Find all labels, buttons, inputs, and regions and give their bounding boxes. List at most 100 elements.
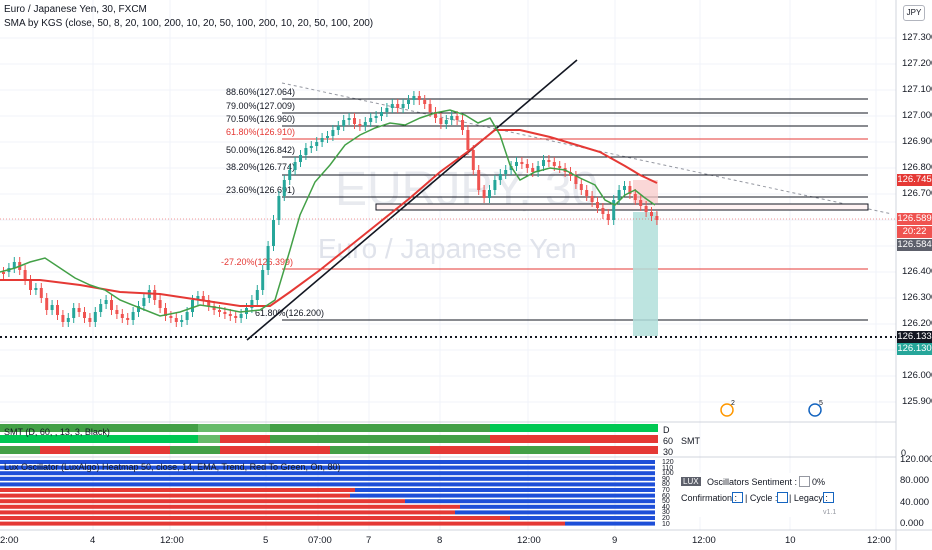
- candle-body: [131, 312, 135, 320]
- candle-body: [369, 118, 373, 122]
- candle-body: [282, 180, 286, 196]
- price-axis-label: 126.700: [902, 188, 932, 199]
- fib-label: 50.00%(126.842): [226, 145, 295, 155]
- price-axis-label: 127.100: [902, 84, 932, 95]
- price-axis-label: 126.000: [902, 370, 932, 381]
- oscillator-axis-label: 120.000: [900, 454, 932, 465]
- candle-body: [2, 272, 5, 274]
- candle-body: [596, 202, 599, 208]
- tag-sma-price: 126.745: [897, 174, 932, 186]
- heatmap-cell: [0, 493, 350, 498]
- candle-body: [617, 190, 621, 200]
- tag-level-price: 126.133: [897, 331, 932, 343]
- heatmap-cell: [140, 460, 655, 464]
- candle-body: [612, 200, 616, 220]
- oscillator-level-label: 80: [662, 481, 670, 489]
- candle-body: [153, 290, 157, 300]
- watermark-name: Euro / Japanese Yen: [318, 233, 576, 264]
- heatmap-cell: [250, 471, 655, 476]
- candle-body: [110, 300, 113, 310]
- price-axis-label: 127.200: [902, 58, 932, 69]
- heatmap-cell: [350, 493, 655, 498]
- tag-bid-price: 126.584: [897, 239, 932, 251]
- candle-body: [390, 104, 394, 108]
- oscillator-axis-label: 40.000: [900, 497, 930, 508]
- candle-body: [115, 310, 119, 314]
- event-marker-2: [808, 403, 822, 417]
- heatmap-cell: [0, 488, 355, 492]
- candle-body: [471, 150, 475, 170]
- legacy-icon: [823, 492, 834, 503]
- candle-body: [212, 306, 216, 310]
- candle-body: [326, 136, 329, 138]
- candle-body: [644, 206, 648, 212]
- sentiment-label: Oscillators Sentiment :: [707, 477, 798, 487]
- fib-label: 38.20%(126.774): [226, 162, 295, 172]
- price-axis-label: 127.000: [902, 110, 932, 121]
- candle-body: [606, 214, 610, 220]
- candle-body: [309, 146, 313, 148]
- candle-body: [585, 190, 589, 196]
- currency-button[interactable]: JPY: [903, 5, 925, 21]
- smt-row-d: D: [663, 425, 670, 435]
- price-axis-label: 126.300: [902, 292, 932, 303]
- price-axis-label: 126.900: [902, 136, 932, 147]
- oscillator-level-label: 10: [662, 520, 670, 528]
- smt-rows: [0, 424, 658, 454]
- confirmation-icon: [732, 492, 743, 503]
- candle-body: [363, 122, 367, 126]
- oscillator-level-label: 40: [662, 503, 670, 511]
- candle-body: [288, 170, 292, 180]
- trendline: [246, 59, 578, 341]
- time-axis-label: 10: [785, 535, 796, 546]
- candle-body: [191, 300, 194, 312]
- candle-body: [374, 116, 378, 118]
- candle-body: [320, 138, 324, 142]
- lux-tag: LUX: [681, 477, 701, 486]
- candle-body: [93, 312, 97, 322]
- candle-body: [466, 130, 470, 150]
- time-axis-label: 7: [366, 535, 372, 546]
- candle-body: [655, 216, 659, 220]
- heatmap-cell: [0, 476, 245, 481]
- cycle-icon: [777, 492, 788, 503]
- tag-target-price: 126.130: [897, 343, 932, 355]
- fib-label: 79.00%(127.009): [226, 101, 295, 111]
- candle-body: [353, 118, 356, 124]
- heatmap-cell: [0, 521, 565, 526]
- oscillator-level-label: 60: [662, 492, 670, 500]
- oscillator-title[interactable]: Lux Oscillator (LuxAlgo) Heatmap 50, clo…: [4, 462, 341, 472]
- smt-title[interactable]: SMT (D, 60, , 13, 3, Black): [4, 427, 110, 437]
- fib-label: 61.80%(126.200): [255, 308, 324, 318]
- time-axis-label: 8: [437, 535, 443, 546]
- fib-labels: 88.60%(127.064) 79.00%(127.009) 70.50%(126…: [221, 87, 324, 318]
- candle-body: [23, 270, 27, 280]
- candle-body: [261, 270, 265, 290]
- time-axis-label: 4: [90, 535, 96, 546]
- heatmap-cell: [0, 516, 510, 520]
- candle-body: [542, 160, 545, 166]
- candle-body: [633, 194, 637, 200]
- candle-body: [342, 120, 346, 126]
- candle-body: [50, 305, 54, 310]
- symbol-title[interactable]: Euro / Japanese Yen, 30, FXCM: [4, 4, 147, 15]
- heatmap-cell: [460, 504, 655, 509]
- candle-body: [623, 186, 626, 190]
- heatmap-cell: [355, 488, 655, 492]
- candle-body: [72, 308, 76, 318]
- indicator-legend[interactable]: SMA by KGS (close, 50, 8, 20, 100, 200, …: [4, 18, 374, 29]
- candle-body: [99, 304, 103, 312]
- candle-body: [531, 168, 535, 172]
- candle-body: [590, 196, 594, 202]
- candle-body: [423, 100, 427, 104]
- heatmap-cell: [195, 465, 655, 470]
- oscillator-level-label: 30: [662, 509, 670, 517]
- candle-body: [126, 318, 130, 320]
- target-zone: [633, 212, 658, 336]
- heatmap-cell: [0, 471, 250, 476]
- candle-body: [601, 208, 605, 214]
- sma-fast-line: [0, 109, 656, 317]
- heatmap-cell: [405, 499, 655, 504]
- candle-body: [558, 166, 562, 168]
